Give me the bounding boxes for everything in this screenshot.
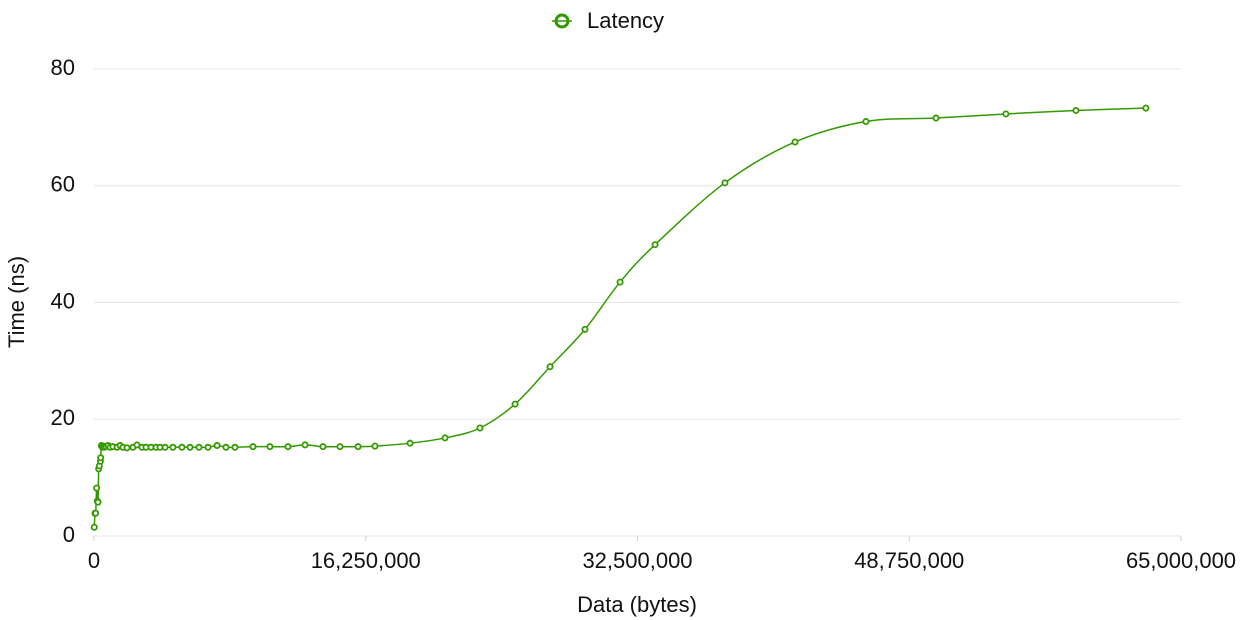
data-point: [94, 498, 102, 506]
x-tick-label: 32,500,000: [582, 548, 692, 573]
x-tick-label: 48,750,000: [854, 548, 964, 573]
data-point: [511, 400, 519, 408]
data-point: [651, 241, 659, 249]
data-point: [1072, 106, 1080, 114]
data-point: [204, 443, 212, 451]
data-point: [195, 443, 203, 451]
legend-label: Latency: [587, 8, 664, 33]
data-point: [178, 443, 186, 451]
data-point: [186, 443, 194, 451]
data-point: [581, 325, 589, 333]
data-point: [266, 443, 274, 451]
data-point: [406, 439, 414, 447]
data-point: [249, 443, 257, 451]
y-tick-label: 60: [51, 172, 75, 197]
data-point: [1142, 104, 1150, 112]
y-tick-label: 40: [51, 288, 75, 313]
data-point: [169, 443, 177, 451]
series-line: [93, 107, 1146, 528]
y-tick-label: 0: [63, 522, 75, 547]
data-point: [1002, 110, 1010, 118]
data-point: [97, 454, 105, 462]
y-tick-label: 20: [51, 405, 75, 430]
data-point: [301, 441, 309, 449]
data-point: [92, 509, 100, 517]
data-point: [791, 138, 799, 146]
data-point: [371, 442, 379, 450]
data-point: [123, 444, 131, 452]
data-point: [284, 443, 292, 451]
data-point: [441, 434, 449, 442]
data-point: [336, 443, 344, 451]
y-axis-title: Time (ns): [4, 256, 29, 348]
data-point: [222, 443, 230, 451]
data-point: [616, 278, 624, 286]
data-point: [161, 443, 169, 451]
data-point: [213, 442, 221, 450]
data-point: [932, 114, 940, 122]
data-point: [354, 443, 362, 451]
data-point: [476, 424, 484, 432]
x-tick-label: 16,250,000: [311, 548, 421, 573]
data-point: [721, 179, 729, 187]
data-point: [93, 484, 101, 492]
y-tick-label: 80: [51, 55, 75, 80]
data-point: [862, 118, 870, 126]
data-point: [546, 363, 554, 371]
data-point: [231, 443, 239, 451]
x-tick-label: 65,000,000: [1126, 548, 1236, 573]
x-axis-title: Data (bytes): [577, 592, 697, 617]
data-point: [90, 523, 98, 531]
x-tick-label: 0: [88, 548, 100, 573]
data-point: [319, 443, 327, 451]
